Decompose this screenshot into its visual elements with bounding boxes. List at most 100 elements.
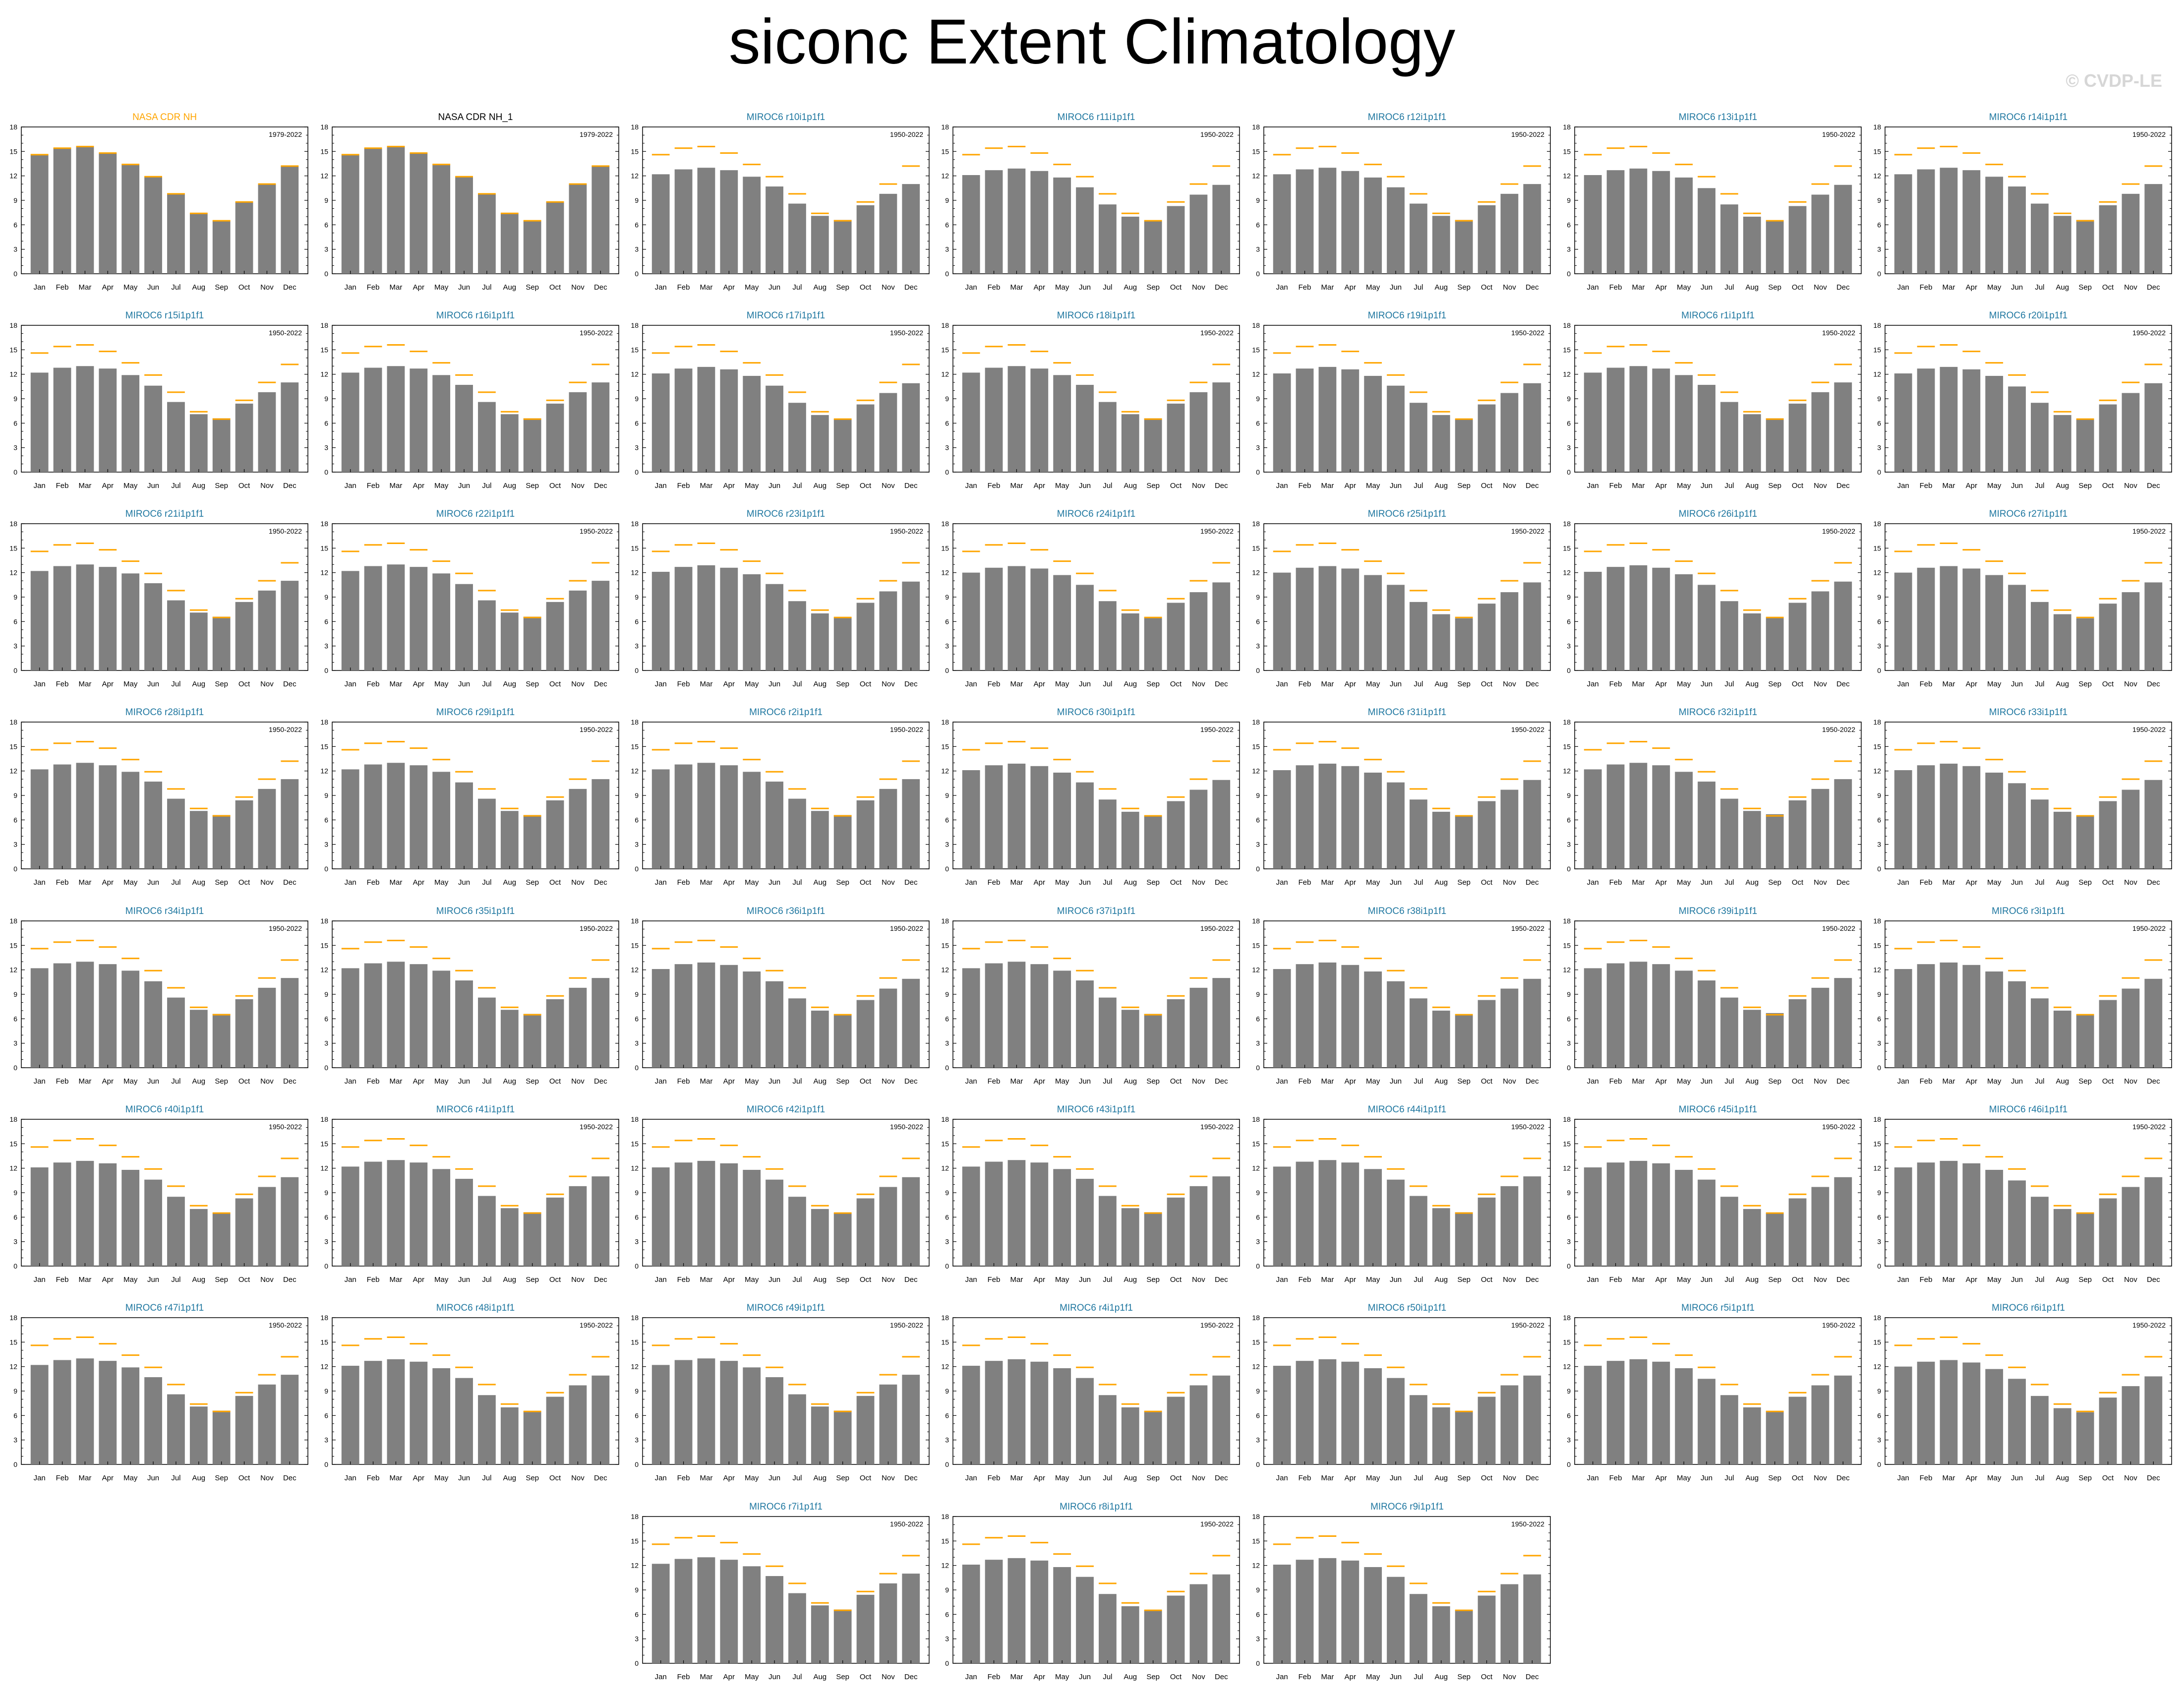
- x-tick-label: Aug: [1123, 283, 1137, 292]
- y-tick-label: 15: [1252, 1537, 1260, 1545]
- bar: [341, 571, 359, 670]
- bar: [902, 779, 920, 869]
- x-tick-label: Nov: [882, 680, 895, 688]
- x-tick-label: Oct: [1792, 283, 1804, 292]
- x-tick-label: Aug: [813, 1474, 826, 1482]
- y-tick-label: 3: [1567, 1039, 1571, 1047]
- bar: [1766, 1213, 1784, 1266]
- x-tick-label: Jul: [792, 1275, 802, 1284]
- y-tick-label: 3: [635, 1635, 639, 1643]
- y-tick-label: 3: [945, 841, 949, 849]
- x-tick-label: Dec: [594, 283, 607, 292]
- bar: [1410, 403, 1427, 472]
- bar: [1341, 965, 1359, 1068]
- y-tick-label: 0: [13, 1460, 17, 1468]
- x-tick-label: Sep: [526, 680, 539, 688]
- panel-title: MIROC6 r2i1p1f1: [749, 707, 823, 718]
- y-tick-label: 0: [635, 1262, 639, 1270]
- x-tick-label: Sep: [215, 1474, 228, 1482]
- bar: [2053, 811, 2071, 869]
- x-tick-label: Apr: [1034, 1673, 1045, 1681]
- y-tick-label: 3: [945, 444, 949, 452]
- x-tick-label: May: [1677, 1077, 1691, 1086]
- panel-title: MIROC6 r13i1p1f1: [1679, 112, 1757, 122]
- bar: [902, 978, 920, 1068]
- bar: [1629, 1160, 1648, 1266]
- bar: [53, 1162, 71, 1266]
- x-tick-label: Sep: [836, 1474, 849, 1482]
- x-tick-label: Sep: [836, 1077, 849, 1086]
- bar: [523, 418, 541, 472]
- x-tick-label: Feb: [367, 680, 380, 688]
- y-tick-label: 0: [945, 865, 949, 873]
- y-tick-label: 15: [1252, 346, 1260, 354]
- x-tick-label: Jul: [482, 878, 491, 887]
- period-label: 1979-2022: [269, 130, 302, 138]
- x-tick-label: Sep: [526, 482, 539, 490]
- y-tick-label: 0: [1567, 667, 1571, 674]
- y-tick-label: 9: [324, 1189, 328, 1197]
- bar: [1432, 216, 1450, 274]
- x-tick-label: Jan: [655, 1673, 667, 1681]
- panel-title: MIROC6 r45i1p1f1: [1679, 1104, 1757, 1115]
- y-tick-label: 18: [1873, 321, 1881, 329]
- y-tick-label: 18: [631, 123, 639, 131]
- y-tick-label: 15: [631, 941, 639, 949]
- y-tick-label: 15: [1873, 147, 1881, 155]
- bar: [2144, 582, 2163, 670]
- x-tick-label: Apr: [413, 283, 424, 292]
- bar: [1962, 568, 1981, 670]
- y-tick-label: 18: [1252, 520, 1260, 528]
- x-tick-label: May: [745, 482, 759, 490]
- y-tick-label: 3: [945, 1238, 949, 1246]
- y-tick-label: 6: [1256, 1015, 1260, 1023]
- bar: [1743, 1209, 1761, 1266]
- bar: [766, 1377, 783, 1464]
- x-tick-label: Apr: [1655, 1077, 1667, 1086]
- x-tick-label: Nov: [260, 878, 274, 887]
- bar: [189, 811, 208, 869]
- bar: [1341, 766, 1359, 869]
- y-tick-label: 0: [1256, 1064, 1260, 1072]
- x-tick-label: Nov: [882, 283, 895, 292]
- x-tick-label: Jun: [458, 1474, 470, 1482]
- bar: [1212, 382, 1231, 472]
- bar: [1144, 418, 1162, 472]
- bar: [833, 815, 852, 869]
- y-tick-label: 15: [941, 1537, 949, 1545]
- bar: [833, 1609, 852, 1663]
- x-tick-label: Mar: [1632, 283, 1645, 292]
- x-tick-label: Jul: [171, 1474, 180, 1482]
- bar: [30, 1365, 49, 1464]
- x-tick-label: Oct: [2102, 1077, 2114, 1086]
- bar: [1189, 789, 1208, 869]
- x-tick-label: Jan: [34, 878, 46, 887]
- bar: [1985, 375, 2004, 472]
- y-tick-label: 6: [1256, 617, 1260, 625]
- x-tick-label: Sep: [1768, 878, 1781, 887]
- bar: [1743, 613, 1761, 670]
- x-tick-label: Apr: [723, 283, 735, 292]
- bar: [1940, 168, 1958, 274]
- period-label: 1950-2022: [580, 924, 613, 932]
- bar: [2144, 184, 2163, 274]
- y-tick-label: 3: [1567, 245, 1571, 253]
- bar: [410, 964, 428, 1068]
- bar: [811, 613, 829, 670]
- y-tick-label: 6: [324, 221, 328, 229]
- y-tick-label: 3: [13, 1039, 17, 1047]
- y-tick-label: 9: [324, 395, 328, 403]
- bar: [697, 1160, 715, 1266]
- x-tick-label: Feb: [1920, 283, 1933, 292]
- x-tick-label: Nov: [2124, 878, 2137, 887]
- bar: [523, 815, 541, 869]
- x-tick-label: Jul: [1724, 1474, 1734, 1482]
- x-tick-label: Jan: [1276, 482, 1288, 490]
- bar: [1917, 1361, 1935, 1464]
- x-tick-label: Jun: [768, 1673, 780, 1681]
- y-tick-label: 12: [631, 569, 639, 577]
- bar: [1121, 1010, 1139, 1068]
- x-tick-label: Nov: [882, 878, 895, 887]
